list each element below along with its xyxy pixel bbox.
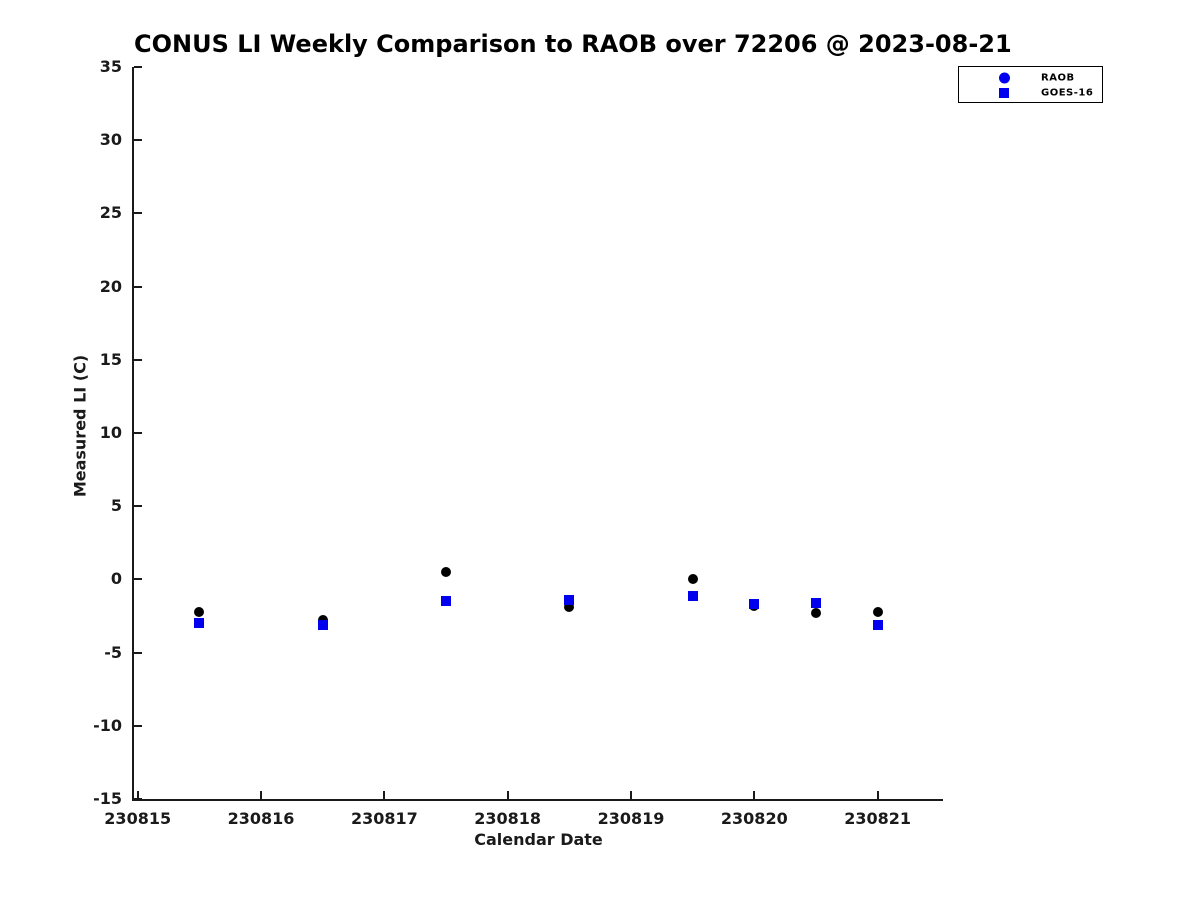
plot-area: 35 30 25 20 15 10 5 0 -5 -10 -15 230815 230816 230817… xyxy=(93,57,943,828)
x-tick-label: 230820 xyxy=(720,809,788,828)
y-tick-label: 25 xyxy=(99,203,122,223)
y-tick-label: 0 xyxy=(110,569,122,589)
x-tick-mark xyxy=(876,791,879,799)
legend-label: RAOB xyxy=(1041,72,1075,83)
legend-square-icon xyxy=(999,87,1009,98)
y-tick-mark xyxy=(134,724,142,727)
x-axis-line xyxy=(132,799,943,801)
y-axis-line xyxy=(132,67,134,801)
x-tick-label: 230815 xyxy=(104,809,172,828)
y-tick-label: 5 xyxy=(110,496,122,516)
data-point-goes-16 xyxy=(872,619,883,630)
data-point-raob xyxy=(194,606,205,617)
data-point-goes-16 xyxy=(687,590,698,601)
legend-entry-raob: RAOB xyxy=(959,70,1102,85)
x-tick-mark xyxy=(506,791,509,799)
y-tick-label: 30 xyxy=(99,130,122,150)
x-tick-label: 230817 xyxy=(350,809,418,828)
x-tick-label: 230816 xyxy=(227,809,295,828)
y-tick-mark xyxy=(134,285,142,288)
y-tick-mark xyxy=(134,358,142,361)
data-point-goes-16 xyxy=(564,594,575,605)
y-tick-label: -10 xyxy=(93,715,122,735)
legend-label: GOES-16 xyxy=(1041,87,1094,98)
x-tick-mark xyxy=(136,791,139,799)
data-point-raob xyxy=(564,602,575,613)
data-point-goes-16 xyxy=(317,619,328,630)
y-tick-label: 35 xyxy=(99,57,122,76)
y-tick-mark xyxy=(134,432,142,434)
data-point-raob xyxy=(441,567,451,578)
data-point-raob xyxy=(872,606,883,617)
legend: RAOB GOES-16 xyxy=(958,66,1103,103)
x-tick-mark xyxy=(629,791,632,799)
y-tick-label: -5 xyxy=(104,642,122,662)
data-point-goes-16 xyxy=(194,618,205,629)
x-tick-mark xyxy=(383,791,386,799)
x-tick-mark xyxy=(260,791,263,799)
data-point-goes-16 xyxy=(441,596,451,607)
data-point-goes-16 xyxy=(749,599,760,610)
y-tick-mark xyxy=(134,212,142,215)
y-tick-mark xyxy=(134,66,142,68)
data-point-raob xyxy=(810,608,821,619)
y-tick-label: 15 xyxy=(99,349,122,369)
y-tick-mark xyxy=(134,505,142,508)
x-axis-label: Calendar Date xyxy=(474,830,603,849)
y-tick-label: -15 xyxy=(93,789,122,808)
y-tick-label: 10 xyxy=(99,423,122,442)
y-tick-mark xyxy=(134,798,142,800)
y-tick-mark xyxy=(134,651,142,654)
y-tick-mark xyxy=(134,578,142,581)
x-tick-label: 230821 xyxy=(844,809,912,828)
data-point-raob xyxy=(687,574,698,585)
y-tick-mark xyxy=(134,139,142,142)
x-tick-label: 230818 xyxy=(474,809,542,828)
x-tick-mark xyxy=(753,791,756,799)
x-tick-label: 230819 xyxy=(597,809,665,828)
chart-title: CONUS LI Weekly Comparison to RAOB over … xyxy=(134,30,1012,58)
data-point-goes-16 xyxy=(810,597,821,608)
legend-circle-icon xyxy=(999,72,1010,83)
y-tick-label: 20 xyxy=(99,276,122,296)
legend-entry-goes-16: GOES-16 xyxy=(959,85,1102,100)
